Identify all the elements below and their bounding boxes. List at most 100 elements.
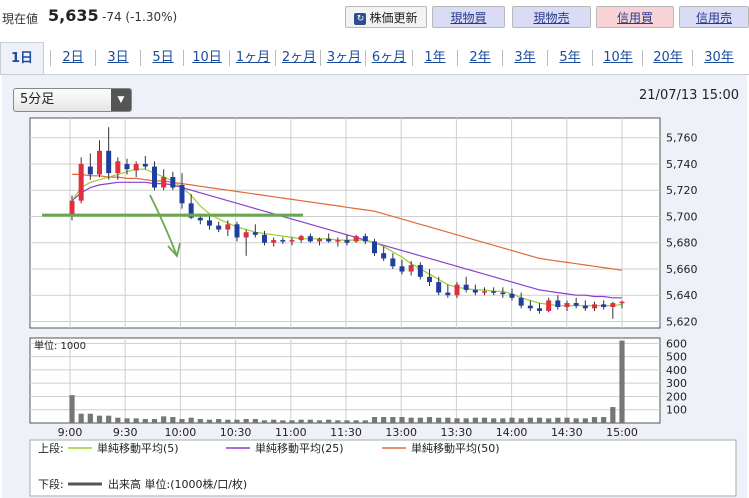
candle [133,161,139,178]
candle-body [106,150,112,174]
candle [592,301,597,311]
candle [427,268,432,286]
x-tick-label: 10:30 [220,426,252,439]
tab-12[interactable]: 5年 [559,50,581,65]
candle [537,303,542,314]
update-price-button[interactable]: ↻ 株価更新 [345,6,427,28]
volume-bar [335,420,341,423]
volume-bar [96,415,103,423]
price-y-tick-label: 5,740 [666,158,698,171]
candle-body [610,303,616,307]
x-tick-label: 13:00 [385,426,417,439]
price-y-tick-label: 5,760 [666,132,698,145]
x-tick-label: 15:00 [606,426,638,439]
candle-body [527,305,533,309]
price-y-tick-label: 5,680 [666,237,698,250]
volume-bar [151,419,158,423]
volume-bar [69,395,75,423]
tab-separator [50,50,51,66]
volume-bar [216,419,222,423]
tab-separator [457,50,458,66]
tab-7[interactable]: 3ヶ月 [326,50,362,65]
volume-unit-label: 単位: 1000 [34,339,86,352]
tab-0[interactable]: 1日 [0,42,44,74]
volume-bar [390,417,396,423]
tab-14[interactable]: 20年 [653,50,683,65]
price-y-tick-label: 5,660 [666,263,698,276]
candle [527,300,533,311]
candle [463,276,469,293]
tab-5[interactable]: 1ヶ月 [235,50,271,65]
current-price: 5,635 [48,6,99,25]
volume-bar [234,419,240,423]
candle [509,288,515,301]
legend-upper-label: 上段: [38,441,64,455]
candle-body [491,291,497,293]
candle [445,284,451,298]
volume-y-tick-label: 300 [666,377,687,390]
candle-body [546,300,552,311]
candle-body [408,265,414,272]
candle [482,287,487,296]
tab-11[interactable]: 3年 [514,50,536,65]
spot-buy-button[interactable]: 現物買 [432,6,505,28]
candle [390,253,396,269]
volume-bar [509,417,515,423]
margin-buy-button[interactable]: 信用買 [596,6,674,28]
tab-separator [502,50,503,66]
candle [454,282,460,298]
candle-body [252,232,258,235]
volume-bar [307,419,313,423]
candle-body [390,258,396,267]
tab-6[interactable]: 2ヶ月 [281,50,317,65]
tab-separator [412,50,413,66]
spot-sell-button[interactable]: 現物売 [512,6,591,28]
volume-bar [261,420,268,423]
volume-bar [472,417,478,423]
volume-bar [298,419,304,423]
down-arrow-annotation [149,194,178,257]
chevron-down-icon[interactable]: ▼ [111,89,131,111]
tab-15[interactable]: 30年 [704,50,734,65]
volume-bar [518,418,524,423]
candle [78,157,84,204]
volume-bar [426,417,433,423]
candle-body [381,253,387,259]
candle-body [179,184,185,204]
tab-3[interactable]: 5日 [152,50,174,65]
volume-bar [142,419,148,423]
tab-2[interactable]: 3日 [107,50,129,65]
price-y-tick-label: 5,720 [666,184,698,197]
volume-bar [280,420,286,423]
candle [252,224,258,238]
margin-sell-button[interactable]: 信用売 [679,6,749,28]
price-plot-area [29,117,661,329]
x-tick-label: 11:00 [275,426,307,439]
x-tick-label: 14:00 [496,426,528,439]
candle [152,161,157,191]
candle-body [188,203,194,218]
volume-bar [555,417,561,423]
volume-bar [500,418,506,423]
tab-separator [592,50,593,66]
candle-body [601,304,607,307]
candle-body [271,240,277,243]
tab-8[interactable]: 6ヶ月 [371,50,407,65]
price-y-tick-label: 5,620 [666,315,698,328]
candle [216,221,222,233]
volume-bar [610,407,616,423]
tab-1[interactable]: 2日 [62,50,84,65]
candle [399,259,405,275]
tab-9[interactable]: 1年 [424,50,446,65]
interval-select[interactable]: 5分足 ▼ [13,88,132,112]
tab-10[interactable]: 2年 [469,50,491,65]
legend-lower-label: 下段: [38,477,64,491]
candle-body [619,301,625,304]
candle-body [170,177,176,188]
candle-body [78,163,84,201]
candle [335,237,341,247]
candle-body [353,236,359,242]
volume-bar [179,419,185,423]
tab-4[interactable]: 10日 [192,50,222,65]
tab-13[interactable]: 10年 [603,50,633,65]
